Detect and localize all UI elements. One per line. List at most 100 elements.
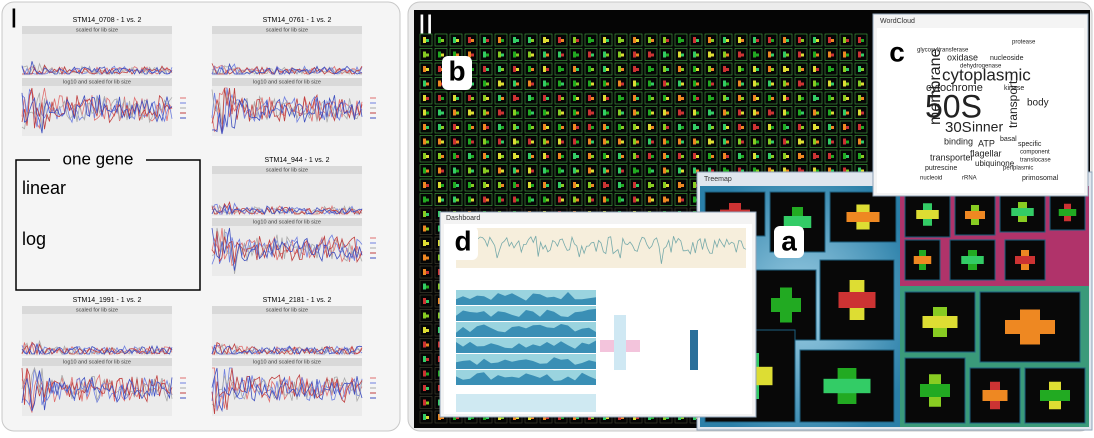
glyph-cell (486, 184, 489, 187)
glyph-cell (516, 68, 519, 71)
glyph-cell (786, 126, 789, 129)
glyph-cell (651, 112, 654, 115)
glyph-cell (531, 112, 534, 115)
glyph-cell (738, 110, 741, 116)
glyph-cell (516, 39, 519, 42)
window-title: Dashboard (446, 215, 480, 222)
glyph-cell (783, 52, 786, 58)
glyph-cell (666, 170, 669, 173)
glyph-cell (588, 110, 591, 116)
glyph-cell (471, 155, 474, 158)
glyph-cell (591, 141, 594, 144)
glyph-cell (531, 97, 534, 100)
glyph-cell (423, 52, 426, 58)
glyph-cell (426, 184, 429, 187)
glyph-cell (618, 153, 621, 159)
glyph-cell (498, 139, 501, 145)
glyph-cell (813, 153, 816, 159)
glyph-cell (426, 199, 429, 202)
glyph-cell (648, 66, 651, 72)
glyph-cell (648, 37, 651, 43)
glyph-cell (426, 329, 429, 332)
treemap-glyph (1011, 208, 1034, 216)
glyph-cell (531, 155, 534, 158)
glyph-cell (726, 112, 729, 115)
word: transporter (930, 152, 974, 162)
glyph-cell (741, 141, 744, 144)
glyph-cell (426, 228, 429, 231)
glyph-cell (786, 39, 789, 42)
glyph-cell (813, 52, 816, 58)
glyph-cell (561, 112, 564, 115)
word: specific (1018, 141, 1042, 148)
glyph-cell (438, 182, 441, 188)
glyph-cell (858, 81, 861, 87)
annotation-log: log (22, 229, 46, 249)
glyph-cell (648, 124, 651, 130)
word: flagellar (970, 148, 1002, 158)
glyph-cell (711, 155, 714, 158)
glyph-cell (681, 97, 684, 100)
glyph-cell (423, 400, 426, 406)
glyph-cell (486, 199, 489, 202)
glyph-cell (573, 66, 576, 72)
glyph-cell (681, 170, 684, 173)
glyph-cell (486, 97, 489, 100)
glyph-cell (858, 66, 861, 72)
word: nucleoid (920, 176, 942, 182)
glyph-cell (783, 66, 786, 72)
glyph-cell (828, 81, 831, 87)
glyph-cell (588, 168, 591, 174)
glyph-cell (531, 141, 534, 144)
treemap-glyph (771, 298, 801, 312)
glyph-cell (423, 124, 426, 130)
glyph-cell (561, 68, 564, 71)
glyph-cell (846, 155, 849, 158)
treemap-glyph (920, 384, 950, 397)
glyph-cell (606, 68, 609, 71)
glyph-cell (741, 68, 744, 71)
glyph-cell (636, 170, 639, 173)
glyph-cell (708, 139, 711, 145)
glyph-cell (693, 52, 696, 58)
glyph-cell (528, 52, 531, 58)
glyph-cell (693, 66, 696, 72)
glyph-cell (426, 344, 429, 347)
glyph-cell (558, 168, 561, 174)
glyph-cell (576, 199, 579, 202)
glyph-cell (591, 112, 594, 115)
glyph-cell (426, 112, 429, 115)
glyph-cell (768, 124, 771, 130)
glyph-cell (828, 124, 831, 130)
treemap-glyph (965, 211, 985, 219)
glyph-cell (531, 54, 534, 57)
glyph-cell (606, 141, 609, 144)
glyph-cell (603, 81, 606, 87)
glyph-cell (453, 139, 456, 145)
glyph-cell (813, 124, 816, 130)
glyph-cell (513, 139, 516, 145)
glyph-cell (663, 95, 666, 101)
glyph-cell (621, 184, 624, 187)
glyph-cell (651, 126, 654, 129)
word: ATP (978, 138, 995, 148)
strip-label: scaled for lib size (266, 27, 308, 33)
glyph-cell (573, 81, 576, 87)
glyph-cell (651, 155, 654, 158)
glyph-cell (516, 126, 519, 129)
glyph-cell (801, 97, 804, 100)
glyph-cell (531, 199, 534, 202)
glyph-cell (738, 153, 741, 159)
glyph-cell (471, 97, 474, 100)
glyph-cell (591, 97, 594, 100)
glyph-cell (771, 141, 774, 144)
glyph-cell (468, 139, 471, 145)
plot-title: STM14_1991 - 1 vs. 2 (73, 297, 142, 304)
glyph-cell (573, 182, 576, 188)
glyph-cell (453, 197, 456, 203)
glyph-cell (651, 54, 654, 57)
glyph-cell (528, 168, 531, 174)
glyph-cell (723, 153, 726, 159)
glyph-cell (858, 37, 861, 43)
word: body (1027, 98, 1049, 109)
